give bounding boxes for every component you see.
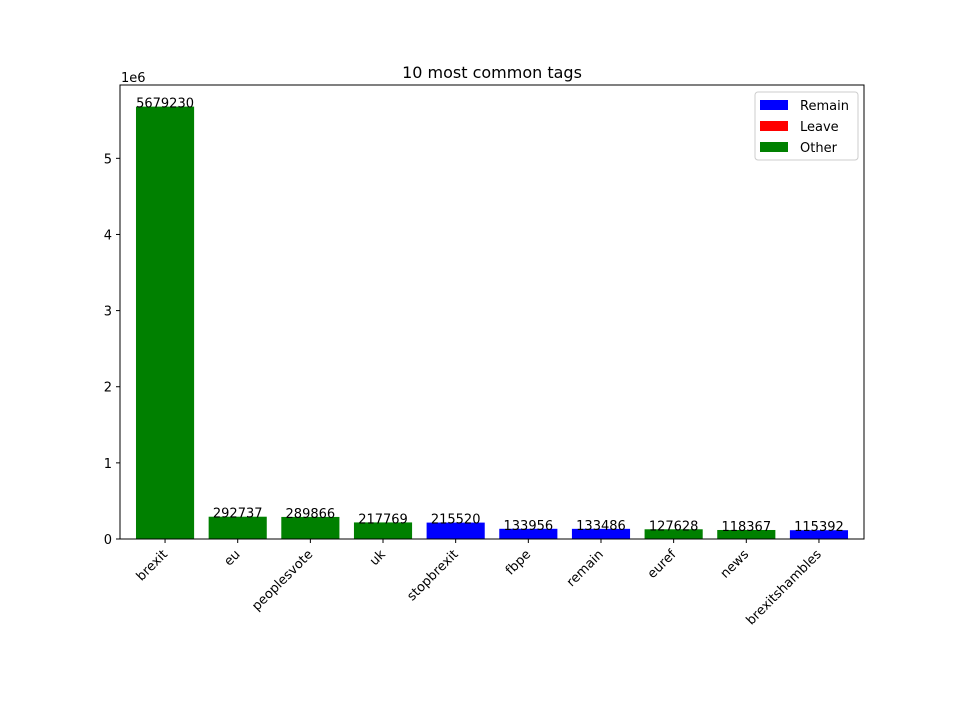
y-tick-label-5: 5 [104, 152, 112, 167]
data-label-uk: 217769 [358, 512, 408, 527]
bar-euref [644, 529, 703, 539]
data-label-peoplesvote: 289866 [286, 507, 336, 522]
y-tick-label-3: 3 [104, 305, 112, 320]
legend-label-remain: Remain [800, 99, 849, 114]
bars-layer [135, 106, 849, 539]
bar-remain [571, 528, 631, 539]
bar-stopbrexit [426, 522, 485, 539]
legend-label-other: Other [800, 141, 838, 156]
data-label-eu: 292737 [213, 507, 263, 522]
legend-swatch-other [760, 142, 788, 152]
y-tick-label-2: 2 [104, 381, 112, 396]
chart-title: 10 most common tags [402, 63, 582, 82]
bar-eu [208, 516, 267, 539]
y-axis-multiplier: 1e6 [121, 71, 146, 86]
data-label-remain: 133486 [576, 519, 626, 534]
plot-frame [119, 84, 865, 540]
legend-label-leave: Leave [800, 120, 839, 135]
y-tick-label-4: 4 [104, 228, 112, 243]
y-tick-label-1: 1 [104, 457, 112, 472]
bar-fbpe [499, 528, 558, 539]
bar-brexit [135, 106, 195, 539]
data-labels-layer: 5679230 292737 289866 217769 215520 133956 133… [136, 97, 844, 536]
data-label-stopbrexit: 215520 [431, 513, 481, 528]
legend-swatch-leave [760, 121, 788, 131]
bar-news [717, 529, 776, 539]
legend: Remain Leave Other [754, 91, 859, 161]
data-label-brexit: 5679230 [136, 97, 194, 112]
data-label-fbpe: 133956 [504, 519, 554, 534]
data-label-euref: 127628 [649, 519, 699, 534]
bar-peoplesvote [281, 516, 340, 539]
y-tick-label-0: 0 [104, 533, 112, 548]
bar-uk [353, 522, 413, 539]
data-label-brexitshambles: 115392 [794, 520, 844, 535]
data-label-news: 118367 [721, 520, 771, 535]
legend-swatch-remain [760, 100, 788, 110]
bar-brexitshambles [789, 530, 849, 539]
